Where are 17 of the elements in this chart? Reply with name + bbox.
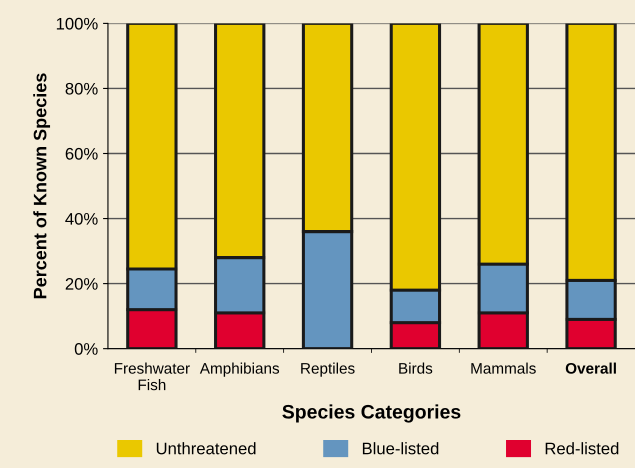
x-tick-label: Mammals [471, 362, 536, 374]
y-tick-label: 80% [66, 82, 98, 95]
legend-label: Blue-listed [362, 442, 438, 454]
x-tick-label: Birds [399, 362, 432, 374]
x-axis-title: Species Categories [282, 404, 460, 423]
y-tick-label: 60% [66, 148, 98, 160]
y-tick-label: 100% [56, 18, 98, 30]
y-tick-label: 40% [65, 212, 98, 225]
y-tick-label: 0% [74, 343, 98, 355]
x-tick-label: Amphibians [200, 362, 280, 377]
legend-label: Red-listed [546, 442, 618, 454]
y-axis-title: Percent of Known Species [33, 73, 50, 298]
legend-label: Unthreatened [156, 442, 256, 454]
x-tick-label: Reptiles [301, 362, 355, 377]
y-tick-label: 20% [66, 278, 98, 290]
x-tick-label: Freshwater Fish [114, 362, 190, 390]
x-tick-label: Overall [566, 362, 616, 374]
